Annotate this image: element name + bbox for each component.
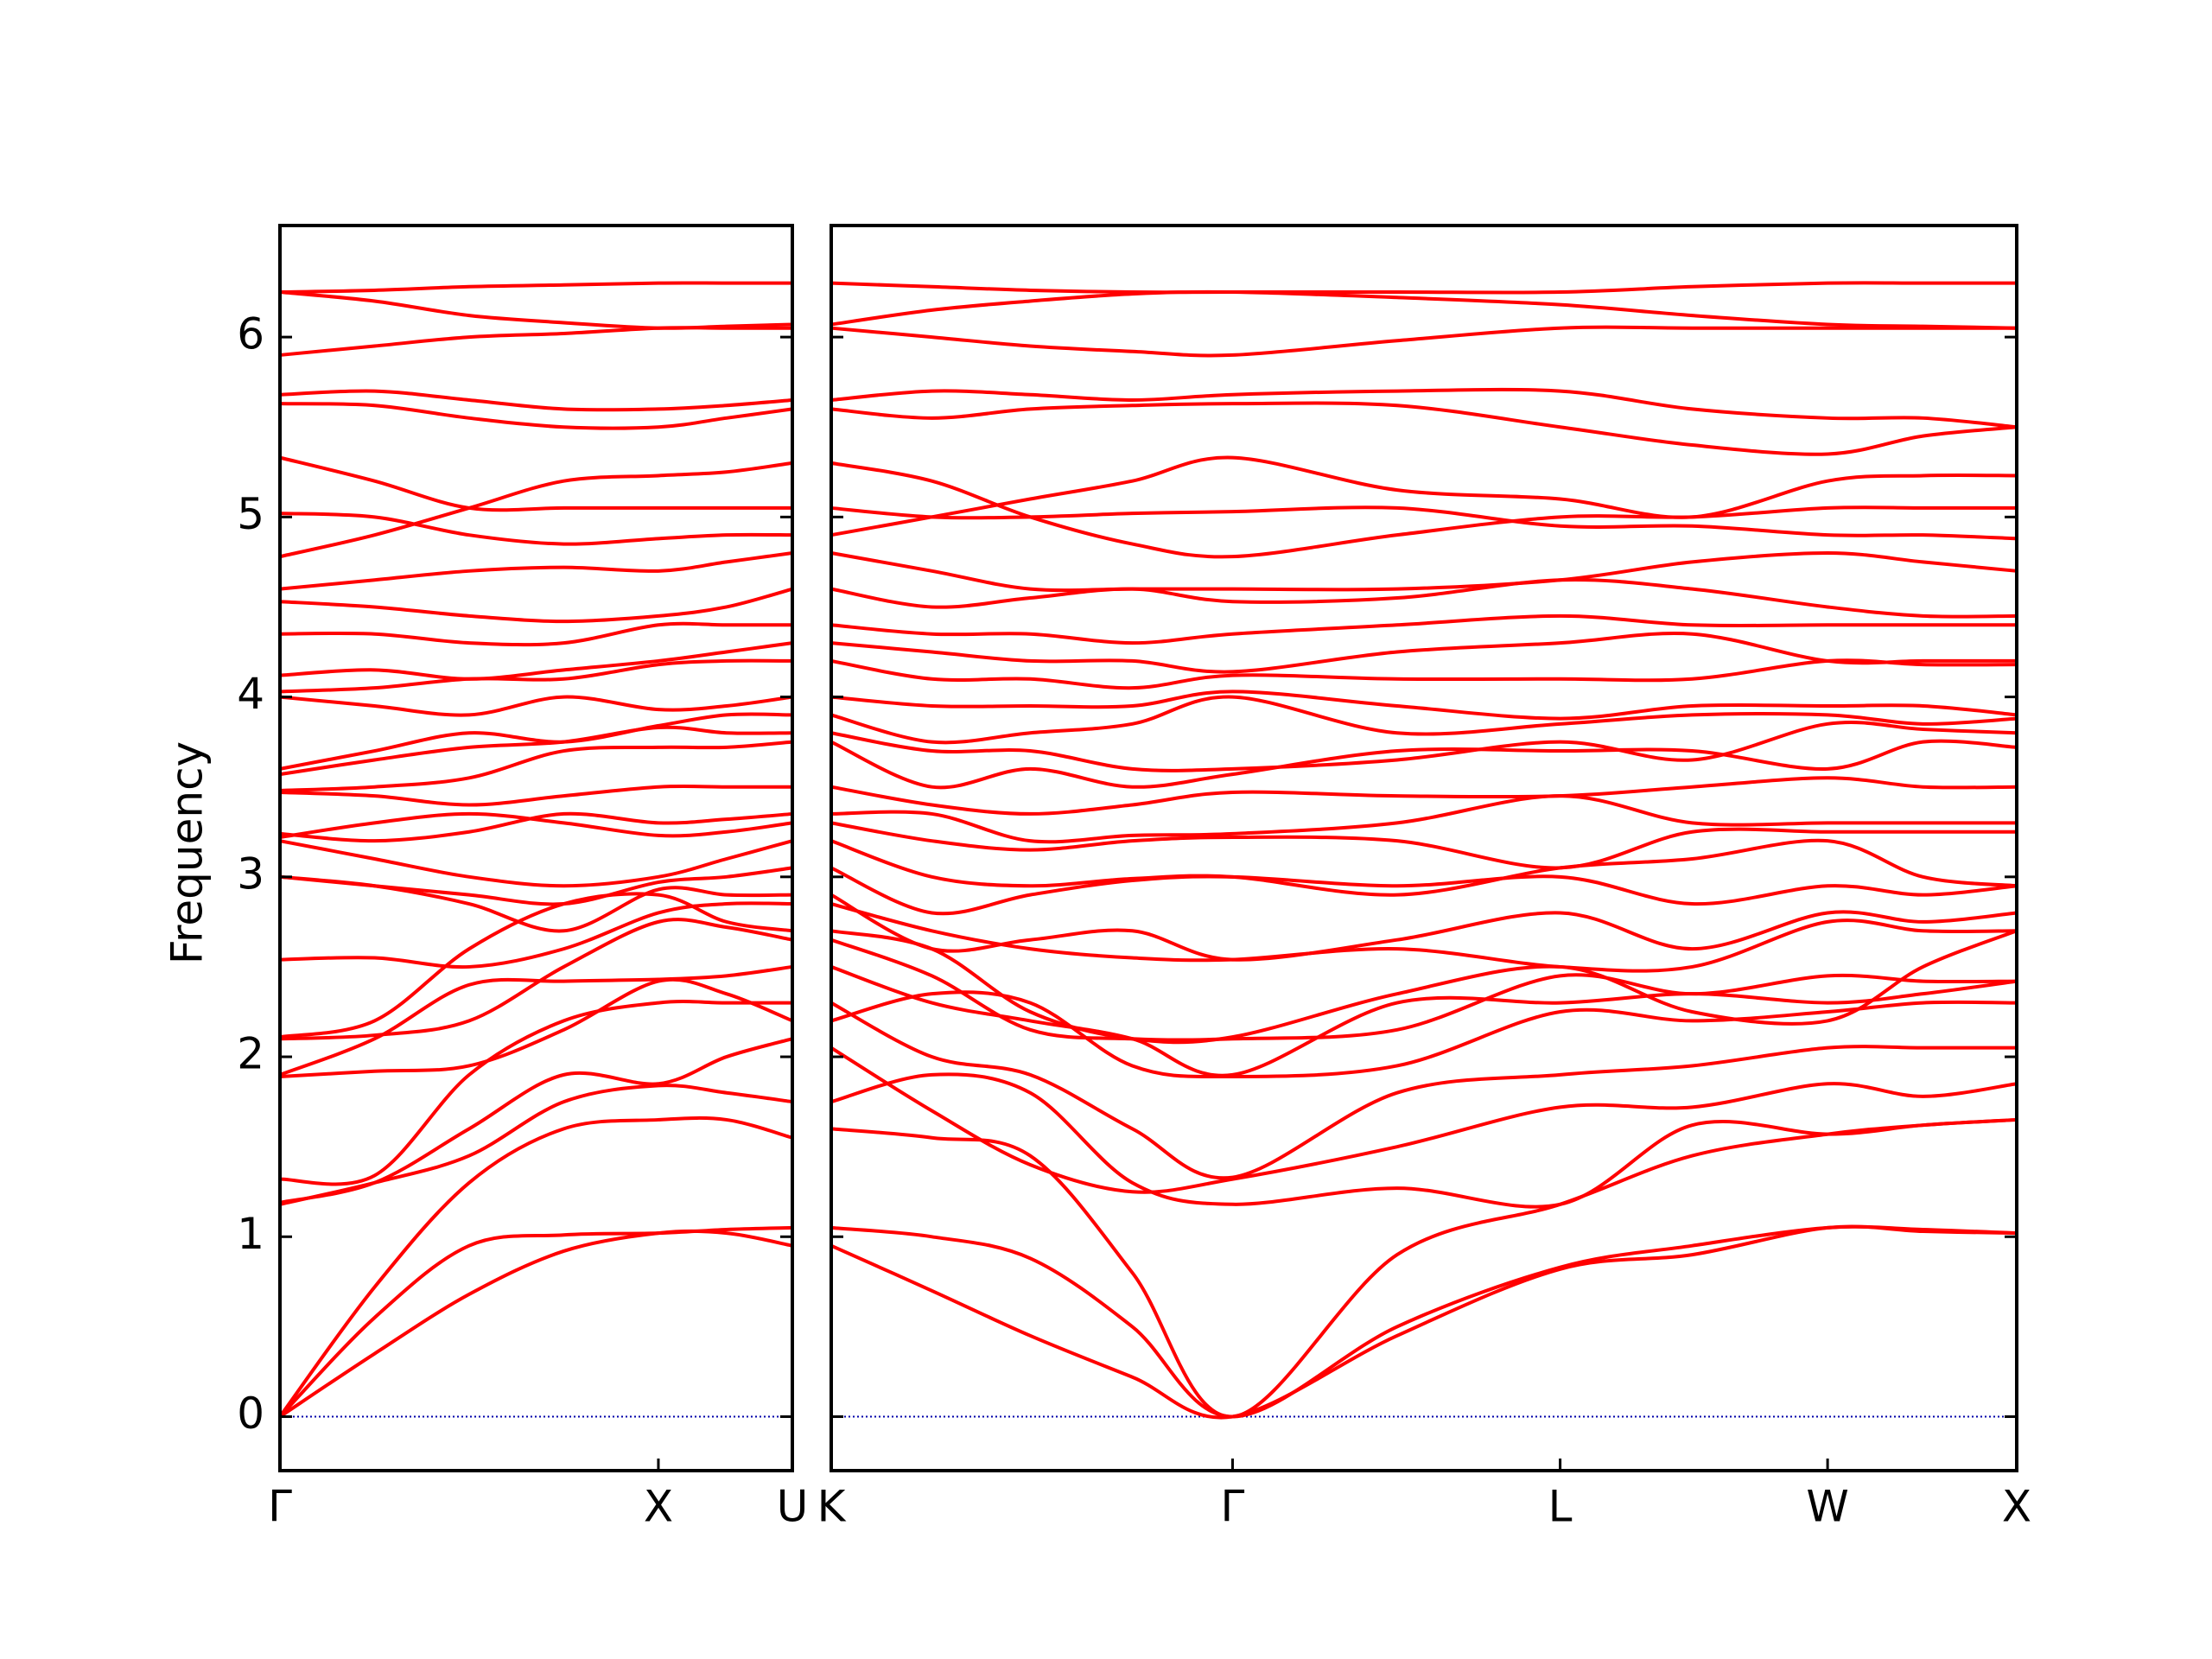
band-line <box>830 776 2018 816</box>
plot-frame <box>830 224 2018 1472</box>
band-line <box>279 811 793 843</box>
band-line <box>278 1225 793 1418</box>
band-line <box>830 690 2018 721</box>
band-line <box>830 721 2018 772</box>
band-line <box>830 1072 2018 1209</box>
band-line <box>830 401 2018 456</box>
band-line <box>278 1229 793 1419</box>
band-line <box>279 461 793 559</box>
band-line <box>830 902 2018 973</box>
band-line <box>830 325 2017 358</box>
band-line <box>830 455 2018 537</box>
band-line <box>830 505 2018 541</box>
x-tick-label: K <box>817 1482 847 1532</box>
y-tick-label: 1 <box>237 1209 264 1259</box>
band-line <box>830 632 2017 674</box>
band-line <box>279 811 793 839</box>
band-line <box>279 1000 793 1186</box>
band-line <box>279 784 792 807</box>
x-tick-label: L <box>1548 1482 1573 1532</box>
x-tick-label: X <box>644 1482 673 1532</box>
y-tick-label: 6 <box>237 309 264 359</box>
band-line <box>830 658 2018 690</box>
band-line <box>279 712 793 771</box>
y-tick-label: 0 <box>237 1389 264 1439</box>
y-tick-label: 3 <box>237 849 264 899</box>
band-line <box>830 1224 2018 1419</box>
y-axis-label: Frequency <box>162 741 213 964</box>
x-tick-label: X <box>2002 1482 2031 1532</box>
band-line <box>830 695 2018 745</box>
band-line <box>279 977 793 1078</box>
band-line <box>279 892 793 1039</box>
y-tick-label: 5 <box>237 489 264 539</box>
band-line <box>830 893 2018 962</box>
band-line <box>830 965 2018 1077</box>
band-line <box>279 281 792 295</box>
band-line <box>830 739 2018 790</box>
band-line <box>279 740 793 792</box>
band-line <box>830 281 2017 295</box>
band-line <box>279 641 793 681</box>
band-line <box>279 455 792 512</box>
band-line <box>830 794 2017 844</box>
band-line <box>279 964 793 1077</box>
band-line <box>830 929 2018 1045</box>
band-line <box>279 866 793 906</box>
band-line <box>830 866 2018 916</box>
band-line <box>279 658 793 694</box>
band-line <box>830 613 2017 645</box>
band-line <box>830 387 2018 429</box>
band-line <box>830 821 2017 870</box>
band-line <box>279 901 793 969</box>
band-line <box>279 695 793 717</box>
band-line <box>279 1037 793 1205</box>
band-line <box>279 621 792 647</box>
band-line <box>279 290 793 330</box>
band-line <box>830 990 2018 1079</box>
band-line <box>830 550 2018 593</box>
x-tick-label: U <box>777 1482 809 1532</box>
band-line <box>279 402 793 430</box>
x-tick-label: Γ <box>268 1482 292 1532</box>
band-line <box>830 1046 2018 1194</box>
band-line <box>279 839 793 888</box>
band-line <box>278 1116 793 1418</box>
band-line <box>830 461 2017 559</box>
band-line <box>279 512 793 546</box>
band-line <box>830 289 2018 330</box>
band-line <box>830 838 2018 897</box>
x-tick-label: W <box>1806 1482 1848 1532</box>
y-tick-label: 4 <box>237 669 264 719</box>
band-line <box>279 918 793 1041</box>
y-tick-label: 2 <box>237 1029 264 1079</box>
band-line <box>830 1001 2017 1180</box>
x-tick-label: Γ <box>1221 1482 1245 1532</box>
band-line <box>279 587 793 624</box>
band-line <box>279 551 793 591</box>
band-line <box>279 389 793 412</box>
plot-frame <box>278 224 794 1472</box>
band-line <box>830 938 2018 1042</box>
band-line <box>830 577 2018 619</box>
